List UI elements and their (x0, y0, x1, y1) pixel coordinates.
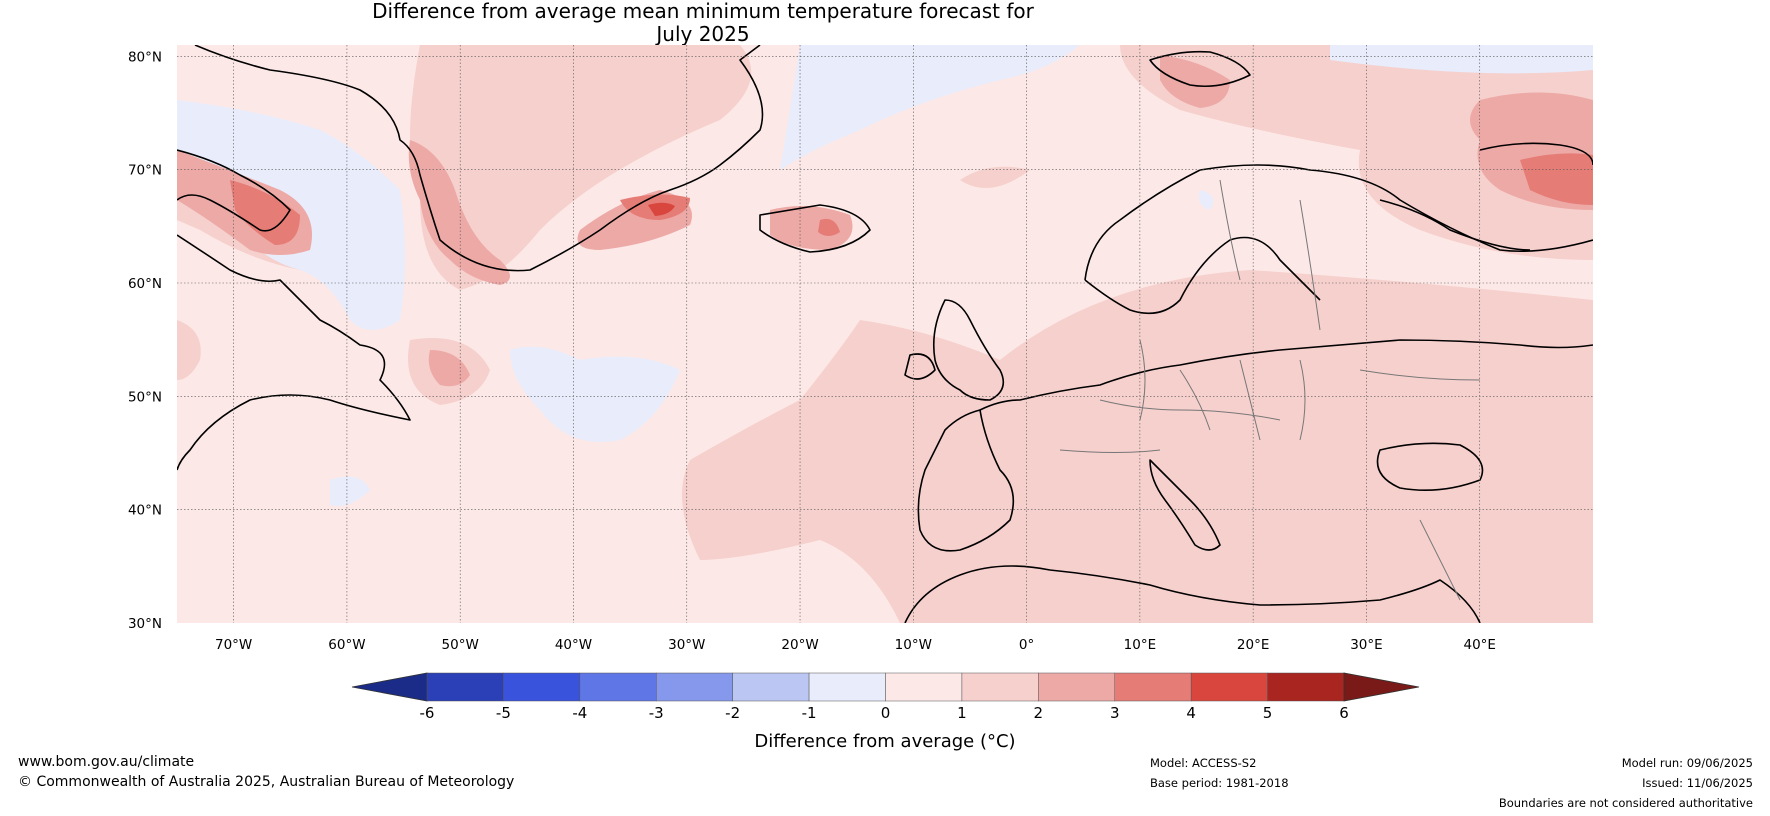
country-borders (1059, 179, 1481, 601)
colorbar-segment (656, 672, 733, 702)
lon-label: 60°W (328, 637, 365, 653)
colorbar-segment (961, 672, 1039, 702)
lon-label: 10°E (1124, 637, 1156, 653)
lon-label: 50°W (442, 637, 479, 653)
colorbar-segment (732, 672, 810, 702)
colorbar-segment (503, 672, 581, 702)
map-title: Difference from average mean minimum tem… (0, 0, 1406, 46)
base-period-text: Base period: 1981-2018 (1150, 776, 1289, 790)
anomaly-field (177, 45, 1593, 623)
colorbar-segment (1114, 672, 1192, 702)
title-line-1: Difference from average mean minimum tem… (372, 0, 1034, 23)
lat-label: 80°N (128, 49, 162, 65)
colorbar-segment (426, 672, 504, 702)
colorbar-tick-label: -1 (802, 704, 817, 722)
colorbar-segment (885, 672, 963, 702)
lon-label: 10°W (895, 637, 932, 653)
colorbar-tick-label: 5 (1263, 704, 1273, 722)
lon-label: 70°W (215, 637, 252, 653)
latitude-labels: 80°N 70°N 60°N 50°N 40°N 30°N (128, 49, 162, 632)
lat-label: 40°N (128, 503, 162, 519)
lat-label: 70°N (128, 163, 162, 179)
colorbar-tick-label: -5 (496, 704, 511, 722)
lat-label: 30°N (128, 616, 162, 632)
coastlines (177, 45, 1593, 623)
colorbar-tick-label: -4 (572, 704, 587, 722)
colorbar-tick-label: 4 (1186, 704, 1196, 722)
colorbar-segment (1190, 672, 1268, 702)
copyright-text: © Commonwealth of Australia 2025, Austra… (18, 774, 515, 790)
lon-label: 20°E (1237, 637, 1269, 653)
lon-label: 30°W (668, 637, 705, 653)
colorbar-tick-label: -3 (649, 704, 664, 722)
lon-label: 0° (1019, 637, 1034, 653)
gridlines (177, 45, 1593, 623)
colorbar-tick-label: 6 (1339, 704, 1349, 722)
colorbar-tick-label: -2 (725, 704, 740, 722)
colorbar-tick-label: -6 (420, 704, 435, 722)
anomaly-4-5 (648, 202, 675, 216)
lat-label: 60°N (128, 276, 162, 292)
lon-label: 40°W (555, 637, 592, 653)
lon-label: 30°E (1350, 637, 1382, 653)
colorbar-segment (579, 672, 657, 702)
model-run-text: Model run: 09/06/2025 (1621, 756, 1753, 770)
colorbar-label: Difference from average (°C) (754, 731, 1015, 752)
colorbar-extend-high (1343, 672, 1420, 702)
colorbar-segment (1038, 672, 1116, 702)
colorbar-segment (808, 672, 886, 702)
colorbar-segment (1267, 672, 1345, 702)
colorbar-tick-label: 1 (957, 704, 967, 722)
model-text: Model: ACCESS-S2 (1150, 756, 1257, 770)
disclaimer-text: Boundaries are not considered authoritat… (1498, 796, 1753, 810)
lat-label: 50°N (128, 389, 162, 405)
colorbar-tick-label: 3 (1110, 704, 1120, 722)
colorbar-extend-low (351, 672, 428, 702)
colorbar-tick-label: 0 (881, 704, 891, 722)
issued-text: Issued: 11/06/2025 (1642, 776, 1753, 790)
longitude-labels: 70°W 60°W 50°W 40°W 30°W 20°W 10°W 0° 10°E 20°E 30… (215, 637, 1496, 653)
anomaly-3-4 (230, 153, 1593, 245)
colorbar: -6 -5 -4 -3 -2 -1 0 1 2 3 4 5 6 (351, 672, 1420, 722)
title-line-2: July 2025 (656, 22, 750, 46)
lon-label: 40°E (1463, 637, 1495, 653)
website-text: www.bom.gov.au/climate (18, 754, 195, 770)
lon-label: 20°W (781, 637, 818, 653)
colorbar-tick-label: 2 (1034, 704, 1044, 722)
